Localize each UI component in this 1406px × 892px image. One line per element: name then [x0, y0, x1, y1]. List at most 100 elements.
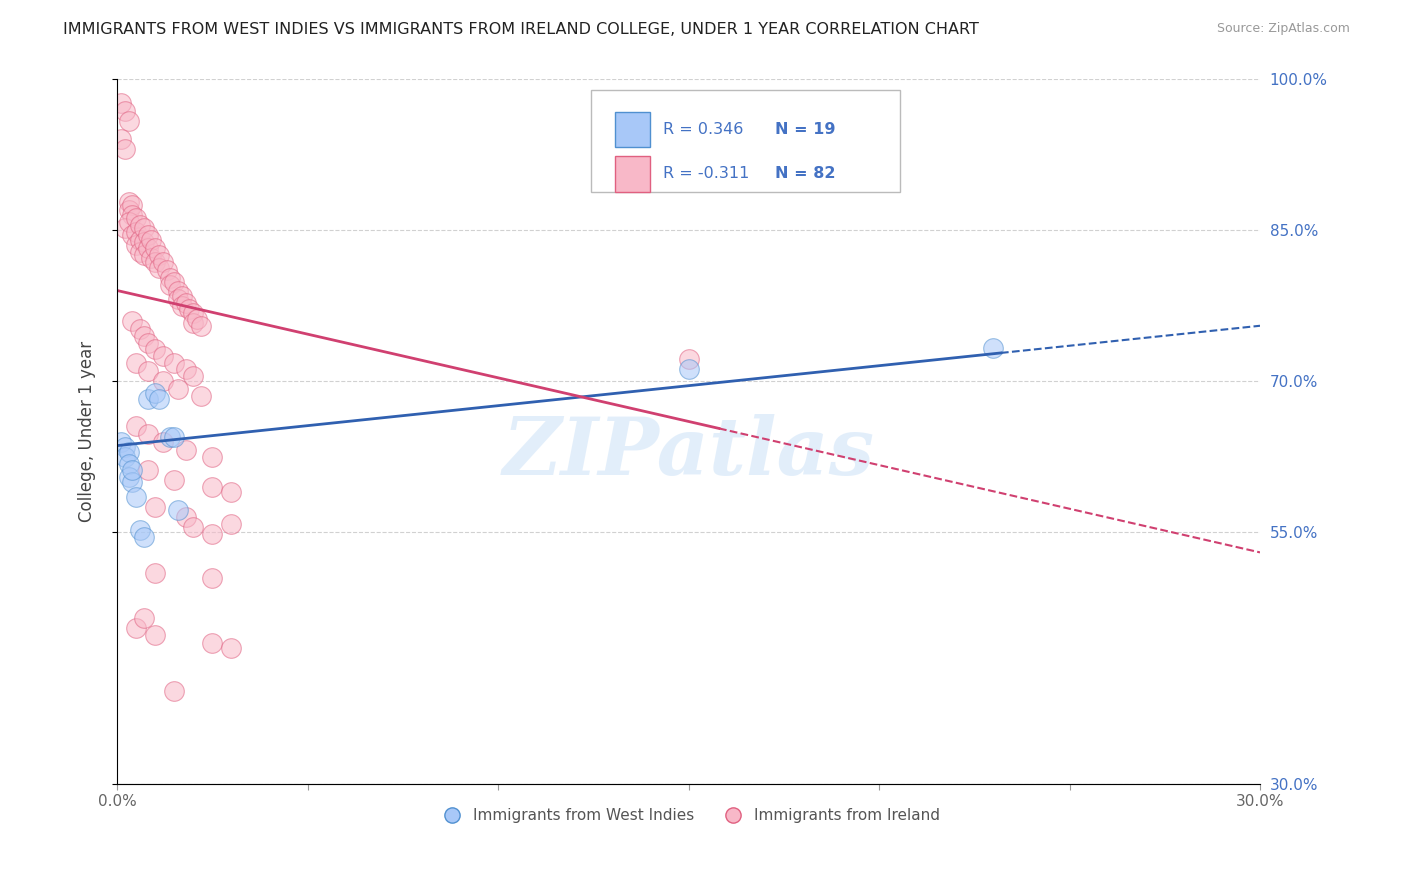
Point — [167, 503, 190, 517]
Point — [141, 233, 163, 247]
Point — [143, 342, 166, 356]
Point — [163, 473, 186, 487]
Point — [117, 444, 139, 458]
Point — [201, 480, 224, 494]
Text: ZIPatlas: ZIPatlas — [502, 414, 875, 491]
Point — [181, 369, 204, 384]
Point — [174, 510, 197, 524]
Point — [190, 318, 212, 333]
Point — [121, 208, 143, 222]
Point — [152, 255, 174, 269]
Point — [201, 636, 224, 650]
Text: N = 82: N = 82 — [776, 167, 837, 181]
Point — [221, 641, 243, 656]
Legend: Immigrants from West Indies, Immigrants from Ireland: Immigrants from West Indies, Immigrants … — [430, 802, 946, 830]
Point — [159, 429, 181, 443]
Point — [129, 233, 152, 247]
Point — [129, 322, 152, 336]
Text: IMMIGRANTS FROM WEST INDIES VS IMMIGRANTS FROM IRELAND COLLEGE, UNDER 1 YEAR COR: IMMIGRANTS FROM WEST INDIES VS IMMIGRANT… — [63, 22, 979, 37]
Point — [156, 263, 179, 277]
Point — [125, 356, 148, 370]
Point — [117, 114, 139, 128]
Point — [114, 450, 136, 464]
Text: Source: ZipAtlas.com: Source: ZipAtlas.com — [1216, 22, 1350, 36]
Point — [152, 374, 174, 388]
Point — [125, 621, 148, 635]
Point — [186, 311, 208, 326]
Bar — [616, 112, 650, 147]
Point — [163, 429, 186, 443]
Point — [132, 221, 155, 235]
Point — [159, 278, 181, 293]
Point — [117, 215, 139, 229]
Point — [125, 238, 148, 252]
Point — [190, 389, 212, 403]
Point — [221, 517, 243, 532]
Point — [163, 276, 186, 290]
Point — [132, 248, 155, 262]
Point — [114, 104, 136, 119]
Point — [201, 527, 224, 541]
Y-axis label: College, Under 1 year: College, Under 1 year — [79, 341, 96, 522]
Point — [121, 475, 143, 489]
Point — [125, 490, 148, 504]
Point — [117, 202, 139, 217]
Point — [152, 349, 174, 363]
Point — [981, 341, 1004, 355]
Point — [136, 463, 159, 477]
Point — [136, 228, 159, 243]
Point — [174, 442, 197, 457]
Point — [143, 386, 166, 401]
Point — [121, 228, 143, 243]
Point — [201, 571, 224, 585]
Point — [132, 235, 155, 249]
Point — [148, 392, 170, 407]
Point — [141, 252, 163, 266]
Point — [143, 566, 166, 580]
Text: R = 0.346: R = 0.346 — [664, 121, 744, 136]
Point — [117, 470, 139, 484]
Bar — [616, 156, 650, 192]
Point — [114, 440, 136, 454]
Point — [129, 218, 152, 232]
Point — [174, 362, 197, 376]
Point — [110, 132, 132, 146]
Point — [136, 426, 159, 441]
Point — [170, 299, 193, 313]
Point — [117, 194, 139, 209]
Point — [136, 392, 159, 407]
Point — [167, 292, 190, 306]
Text: N = 19: N = 19 — [776, 121, 837, 136]
Point — [132, 530, 155, 544]
Point — [201, 450, 224, 464]
Point — [174, 295, 197, 310]
Point — [132, 328, 155, 343]
Point — [152, 434, 174, 449]
Point — [181, 306, 204, 320]
Point — [129, 245, 152, 260]
Point — [167, 382, 190, 396]
Point — [163, 684, 186, 698]
Point — [125, 211, 148, 225]
Point — [678, 362, 700, 376]
Point — [181, 316, 204, 330]
Point — [121, 314, 143, 328]
Point — [167, 284, 190, 298]
Point — [132, 611, 155, 625]
Point — [121, 198, 143, 212]
Point — [678, 351, 700, 366]
Point — [159, 271, 181, 285]
Point — [114, 143, 136, 157]
Point — [143, 241, 166, 255]
Point — [148, 248, 170, 262]
Point — [163, 356, 186, 370]
Point — [143, 628, 166, 642]
Point — [117, 457, 139, 471]
Point — [170, 288, 193, 302]
Point — [110, 96, 132, 111]
Point — [125, 225, 148, 239]
Point — [148, 261, 170, 276]
Point — [110, 434, 132, 449]
Point — [136, 335, 159, 350]
Point — [121, 463, 143, 477]
